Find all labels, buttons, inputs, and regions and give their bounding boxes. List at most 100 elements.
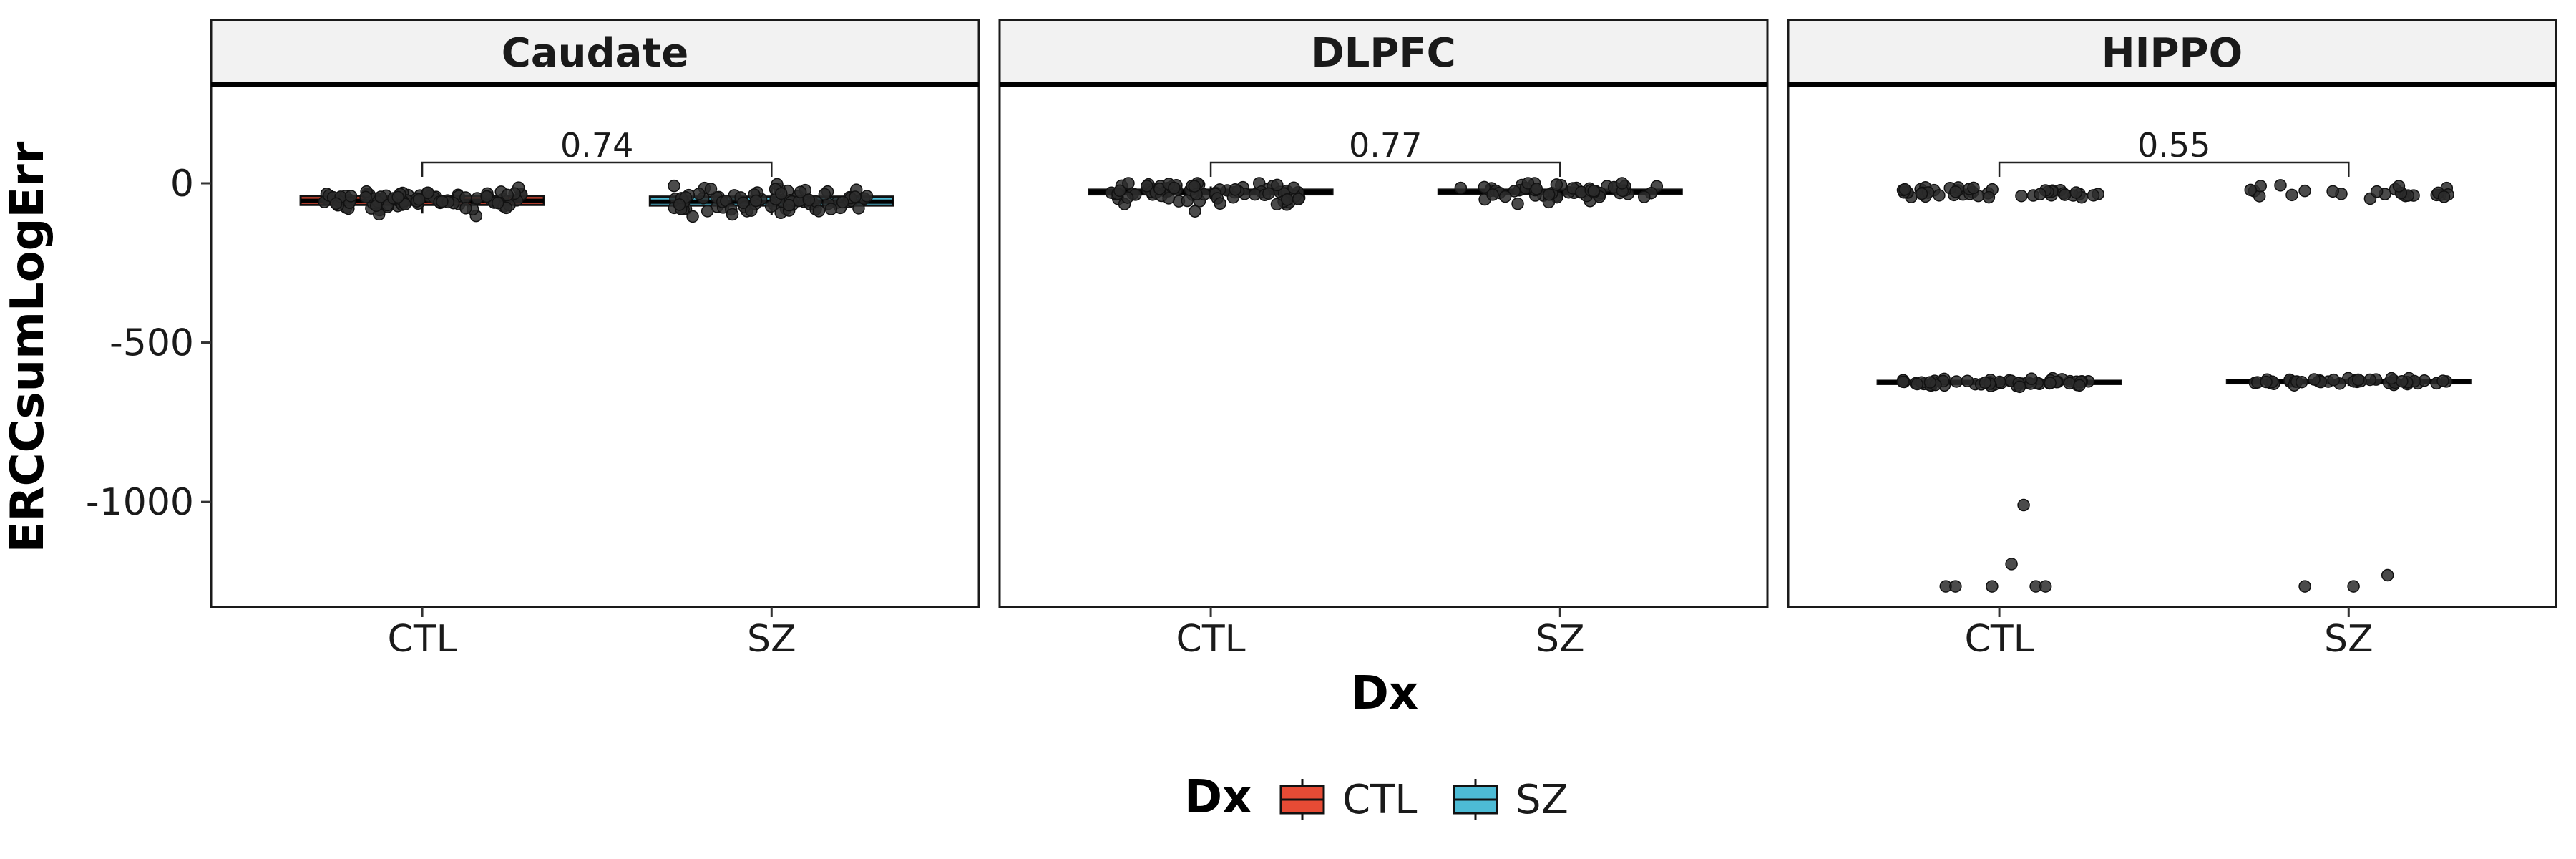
facet-label: DLPFC: [1311, 30, 1456, 77]
data-point: [1967, 181, 1980, 195]
data-point: [2437, 190, 2451, 203]
legend-entry-sz: SZ: [1453, 777, 1568, 823]
facet-strip: [1787, 19, 2557, 86]
data-point: [668, 179, 680, 193]
data-point: [491, 196, 504, 210]
legend-entry-ctl: CTL: [1279, 777, 1418, 823]
panel-dlpfc: DLPFC CTL SZ 0.77: [998, 19, 1769, 661]
y-axis-title: ERCCsumLogErr: [1, 141, 54, 553]
data-point: [1550, 178, 1563, 191]
outlier-point: [2298, 580, 2311, 593]
data-point: [2385, 372, 2398, 385]
data-point: [1141, 180, 1153, 193]
panel-frame: [1787, 83, 2557, 608]
data-point: [1933, 189, 1946, 202]
data-point: [2285, 188, 2298, 202]
points-caudate: [318, 178, 874, 223]
data-point: [344, 190, 358, 203]
x-tick-label: SZ: [2324, 618, 2373, 661]
legend-label: CTL: [1342, 777, 1418, 823]
data-point: [374, 190, 387, 203]
points-dlpfc: [1105, 177, 1664, 218]
data-point: [1214, 197, 1226, 210]
data-point: [1915, 187, 1928, 200]
data-point: [2013, 380, 2026, 394]
outlier-point: [2039, 580, 2052, 593]
data-point: [1486, 188, 1499, 201]
x-axis-title: Dx: [1351, 667, 1418, 720]
data-point: [1543, 188, 1556, 201]
panel-frame: [998, 83, 1769, 608]
data-point: [782, 198, 796, 212]
data-point: [1961, 374, 1974, 387]
bracket-line: [1209, 161, 1561, 178]
data-point: [412, 193, 426, 206]
data-point: [1508, 185, 1521, 198]
x-tick-label: CTL: [1965, 618, 2034, 661]
bracket-line: [1998, 161, 2350, 178]
p-value-label: 0.77: [1349, 126, 1422, 165]
data-point: [673, 198, 686, 211]
data-point: [1162, 192, 1176, 205]
data-point: [794, 185, 807, 199]
facet-strip: [210, 19, 980, 86]
data-point: [2298, 184, 2311, 198]
x-tick-label: SZ: [1536, 618, 1585, 661]
data-point: [1949, 185, 1962, 198]
points-hippo: [1896, 179, 2454, 593]
data-point: [1911, 377, 1923, 391]
outlier-point: [1949, 580, 1962, 593]
panel-hippo: HIPPO CTL SZ 0.55: [1787, 19, 2557, 661]
data-point: [1188, 180, 1201, 193]
data-point: [1270, 198, 1284, 211]
data-point: [2244, 183, 2257, 197]
data-point: [2087, 189, 2100, 202]
data-point: [329, 197, 343, 210]
data-point: [1587, 184, 1600, 198]
data-point: [1292, 193, 1305, 205]
data-point: [701, 205, 714, 218]
facet-label: Caudate: [502, 30, 688, 77]
data-point: [2370, 185, 2384, 198]
y-tick-label: -1000: [86, 481, 194, 524]
data-point: [818, 188, 831, 201]
data-point: [2308, 373, 2321, 386]
comparison-bracket: 0.55: [1998, 126, 2350, 178]
data-point: [2260, 375, 2273, 389]
data-point: [501, 188, 514, 202]
data-point: [436, 195, 449, 208]
data-point: [1616, 177, 1629, 190]
data-point: [1478, 180, 1491, 194]
data-point: [2327, 373, 2341, 387]
bracket-line: [421, 161, 773, 178]
p-value-label: 0.55: [2137, 126, 2210, 165]
data-point: [480, 190, 493, 203]
data-point: [2295, 375, 2308, 389]
p-value-label: 0.74: [560, 126, 633, 165]
data-point: [2058, 188, 2072, 201]
panel-caudate: Caudate CTL SZ 0.74: [210, 19, 980, 661]
data-point: [1498, 190, 1512, 203]
legend: Dx CTL SZ: [1184, 771, 1568, 824]
data-point: [726, 208, 739, 221]
data-point: [849, 190, 862, 203]
data-point: [852, 202, 865, 215]
data-point: [2063, 377, 2076, 390]
data-point: [1979, 376, 1992, 389]
data-point: [2274, 179, 2287, 192]
data-point: [1113, 184, 1126, 198]
data-point: [2073, 379, 2086, 392]
data-point: [1982, 190, 1996, 204]
data-point: [2396, 374, 2409, 388]
y-tick-label: 0: [170, 162, 194, 205]
data-point: [459, 191, 472, 204]
outlier-point: [2017, 498, 2030, 512]
data-point: [1530, 183, 1543, 195]
data-point: [1262, 187, 1275, 200]
comparison-bracket: 0.74: [421, 126, 773, 178]
x-tick-label: CTL: [1176, 618, 1246, 661]
facet-label: HIPPO: [2102, 30, 2243, 77]
data-point: [2015, 189, 2028, 203]
data-point: [802, 193, 815, 206]
